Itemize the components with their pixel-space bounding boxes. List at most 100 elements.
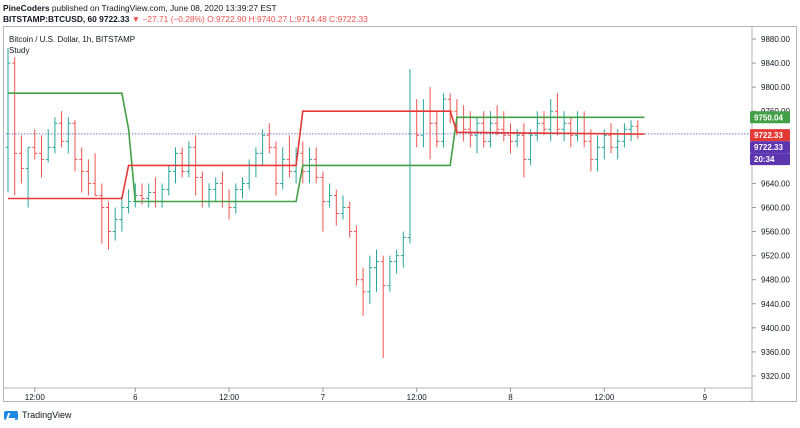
y-tick-label: 9400.00 bbox=[761, 324, 790, 333]
price-badge: 20:34 bbox=[750, 153, 790, 166]
ohlc-bar bbox=[112, 207, 118, 241]
price-badge-label: 9722.33 bbox=[754, 131, 783, 140]
y-tick-label: 9880.00 bbox=[761, 35, 790, 44]
ohlc-bar bbox=[25, 146, 31, 208]
ohlc-bar bbox=[595, 135, 601, 172]
publish-info: PineCoders published on TradingView.com,… bbox=[3, 3, 277, 13]
ohlc-bar bbox=[494, 105, 500, 136]
price-badge: 9722.33 bbox=[750, 129, 790, 142]
ohlc-bar bbox=[12, 57, 18, 196]
ohlc-bar bbox=[65, 117, 71, 154]
price-badge-label: 20:34 bbox=[754, 155, 775, 164]
ohlc-bar bbox=[441, 93, 446, 148]
ohlc-bar bbox=[52, 117, 58, 154]
ohlc-bar bbox=[320, 171, 326, 232]
ohlc-bar bbox=[380, 255, 386, 358]
ohlc-bar bbox=[400, 231, 406, 268]
price-badge-label: 9722.33 bbox=[754, 143, 783, 152]
ohlc-bar bbox=[286, 135, 292, 178]
x-tick-label: 12:00 bbox=[594, 393, 615, 402]
ohlc-bar bbox=[18, 135, 24, 184]
ohlc-bar bbox=[514, 129, 520, 148]
down-arrow-icon: ▼ bbox=[131, 14, 141, 24]
publish-text: published on TradingView.com, June 08, 2… bbox=[51, 3, 277, 13]
y-tick-label: 9440.00 bbox=[761, 300, 790, 309]
ohlc-bar bbox=[106, 201, 111, 250]
ohlc-bar bbox=[72, 120, 78, 172]
x-tick-label: 6 bbox=[133, 393, 138, 402]
ohlc-bar bbox=[588, 129, 594, 172]
ohlc-bar bbox=[85, 159, 91, 196]
ohlc-bar bbox=[568, 117, 574, 148]
ohlc-bar bbox=[152, 177, 158, 208]
ohlc-bar bbox=[119, 195, 125, 232]
ohlc-bar bbox=[327, 183, 333, 208]
ohlc-bar bbox=[635, 120, 641, 139]
ohlc-bar bbox=[253, 147, 259, 178]
ohlc-bar bbox=[541, 111, 547, 136]
ohlc-bar bbox=[387, 255, 393, 292]
ohlc-bar bbox=[554, 93, 560, 136]
ohlc-bar bbox=[159, 183, 165, 208]
ohlc-bar bbox=[347, 201, 353, 238]
ohlc-bar bbox=[240, 177, 245, 199]
price-badge: 9750.04 bbox=[750, 111, 790, 124]
ohlc-bar bbox=[5, 48, 11, 193]
last-price: 9722.33 bbox=[99, 14, 130, 24]
ohlc-bar bbox=[333, 189, 339, 226]
ohlc-bar bbox=[99, 183, 105, 244]
price-badge-bg bbox=[750, 129, 790, 142]
y-tick-label: 9520.00 bbox=[761, 252, 790, 261]
ohlc-bar bbox=[353, 225, 359, 286]
ohlc-bar bbox=[126, 189, 132, 214]
pane-title: Bitcoin / U.S. Dollar, 1h, BITSTAMP bbox=[9, 35, 136, 44]
y-tick-label: 9640.00 bbox=[761, 179, 790, 188]
ohlc-bar bbox=[246, 159, 252, 190]
price-badge-label: 9750.04 bbox=[754, 113, 783, 122]
tradingview-logo-icon bbox=[4, 410, 18, 420]
ohlc-bar bbox=[360, 267, 366, 316]
footer-brand[interactable]: TradingView bbox=[4, 410, 72, 420]
ohlc-bar bbox=[79, 147, 85, 193]
x-tick-label: 12:00 bbox=[219, 393, 240, 402]
y-tick-label: 9360.00 bbox=[761, 348, 790, 357]
ohlc-bar bbox=[628, 120, 634, 142]
ohlc-bar bbox=[273, 141, 279, 196]
ohlc-bar bbox=[146, 183, 152, 208]
ohlc-bar bbox=[575, 111, 580, 142]
y-tick-label: 9800.00 bbox=[761, 83, 790, 92]
y-tick-label: 9320.00 bbox=[761, 372, 790, 381]
ohlc-bar bbox=[45, 129, 51, 163]
ohlc-bar bbox=[474, 117, 480, 154]
ohlc-bar bbox=[534, 111, 540, 142]
ohlc-bar bbox=[179, 147, 185, 178]
ohlc-bar bbox=[434, 111, 440, 148]
ohlc-bar bbox=[59, 111, 65, 148]
x-tick-label: 9 bbox=[703, 393, 708, 402]
ohlc-bar bbox=[206, 183, 212, 208]
ohlc-bar bbox=[621, 123, 627, 148]
ohlc-bar bbox=[213, 177, 219, 202]
ohlc-bar bbox=[528, 129, 534, 166]
ohlc-bar bbox=[501, 111, 507, 142]
ohlc-bar bbox=[414, 99, 420, 148]
x-tick-label: 12:00 bbox=[407, 393, 428, 402]
ohlc-bar bbox=[92, 153, 98, 196]
study-green-line bbox=[8, 92, 645, 203]
symbol-info: BITSTAMP:BTCUSD, 60 9722.33 ▼ −27.71 (−0… bbox=[3, 14, 368, 24]
ohlc-bar bbox=[32, 129, 38, 160]
ohlc-bar bbox=[340, 195, 346, 220]
y-tick-label: 9600.00 bbox=[761, 204, 790, 213]
price-badge-bg bbox=[750, 153, 790, 166]
publisher-name: PineCoders bbox=[3, 3, 50, 13]
ohlc-bar bbox=[280, 147, 286, 190]
ohlc-bar bbox=[548, 99, 554, 142]
ohlc-bar bbox=[427, 87, 433, 160]
ohlc-bar bbox=[226, 189, 232, 220]
x-tick-label: 12:00 bbox=[25, 393, 46, 402]
ohlc-bar bbox=[367, 255, 373, 304]
ohlc-bar bbox=[508, 123, 513, 154]
study-red-line bbox=[8, 110, 645, 200]
ohlc-bar bbox=[561, 111, 567, 142]
